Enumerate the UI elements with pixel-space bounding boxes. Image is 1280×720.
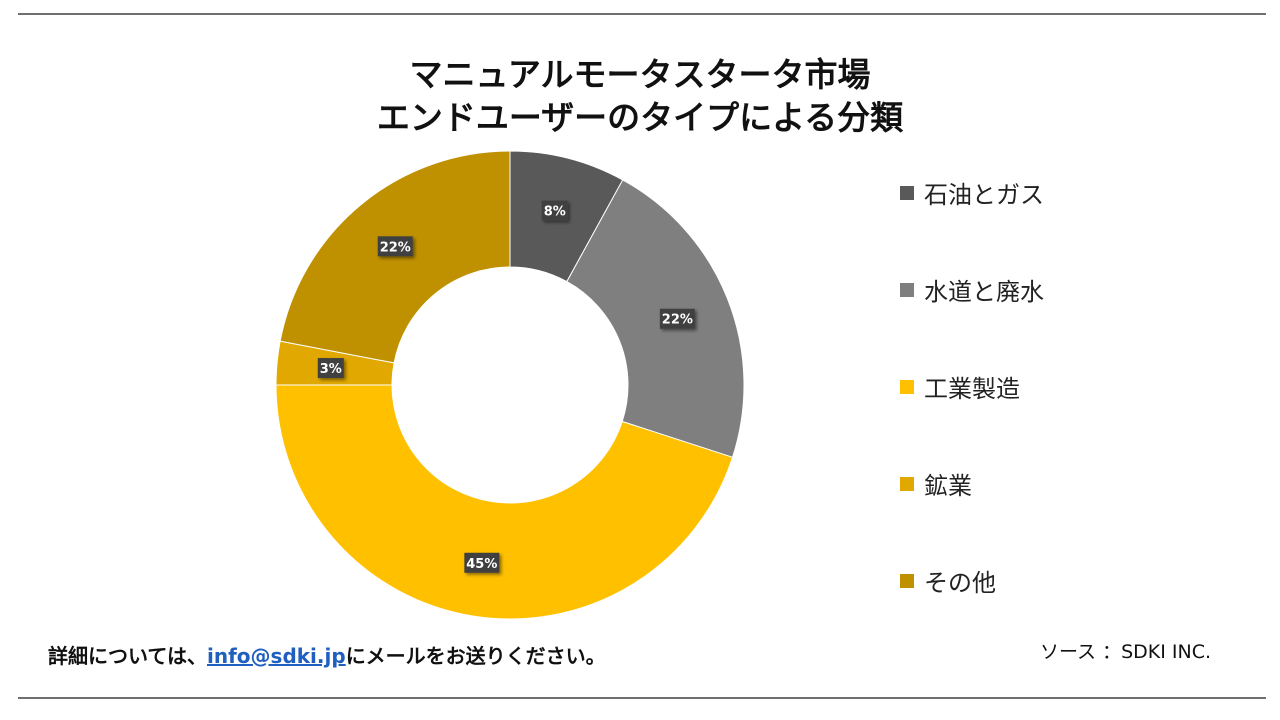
legend-label: 水道と廃水 (924, 278, 1044, 306)
data-label-1: 8% (541, 200, 568, 221)
legend-swatch (900, 573, 914, 588)
chart-title-line2: エンドユーザーのタイプによる分類 (376, 98, 904, 137)
chart-legend: 石油とガス水道と廃水工業製造鉱業その他 (900, 0, 1260, 720)
top-rule (18, 13, 1266, 15)
legend-item-1: 石油とガス (900, 175, 1044, 210)
data-label-4: 3% (317, 358, 344, 379)
donut-chart: 8% 22% 45% 3% 22% (275, 150, 745, 620)
legend-item-2: 水道と廃水 (900, 272, 1044, 307)
chart-title-line1: マニュアルモータスタータ市場 (409, 55, 871, 94)
data-label-box (659, 308, 695, 329)
legend-item-5: その他 (900, 563, 996, 598)
email-link[interactable]: info@sdki.jp (207, 644, 346, 668)
source-note: ソース ：SDKI INC. (1040, 641, 1212, 663)
data-label-box (317, 358, 344, 379)
legend-label: 鉱業 (924, 472, 972, 500)
legend-swatch (900, 185, 914, 200)
legend-label: その他 (924, 569, 996, 597)
legend-swatch (900, 379, 914, 394)
data-label-text: 22% (662, 313, 693, 328)
data-label-text: 8% (544, 205, 566, 220)
bottom-rule (18, 697, 1266, 699)
legend-item-3: 工業製造 (900, 369, 1020, 404)
data-label-box (541, 200, 568, 221)
legend-label: 石油とガス (924, 181, 1044, 209)
legend-item-4: 鉱業 (900, 466, 972, 501)
donut-slice-3 (275, 384, 734, 620)
data-label-text: 45% (466, 557, 497, 572)
data-label-box (377, 236, 413, 257)
data-label-3: 45% (464, 552, 500, 573)
contact-prefix: 詳細については、 (48, 644, 207, 668)
legend-label: 工業製造 (924, 375, 1020, 403)
donut-slice-5 (279, 150, 511, 364)
contact-note: 詳細については、info@sdki.jpにメールをお送りください。 (48, 640, 606, 669)
legend-swatch (900, 476, 914, 491)
data-label-text: 22% (380, 240, 411, 255)
data-label-text: 3% (320, 362, 342, 377)
donut-slice-2 (566, 179, 745, 458)
data-label-5: 22% (377, 236, 413, 257)
data-label-2: 22% (659, 308, 695, 329)
data-label-box (464, 552, 500, 573)
contact-suffix: にメールをお送りください。 (345, 644, 606, 668)
legend-swatch (900, 282, 914, 297)
